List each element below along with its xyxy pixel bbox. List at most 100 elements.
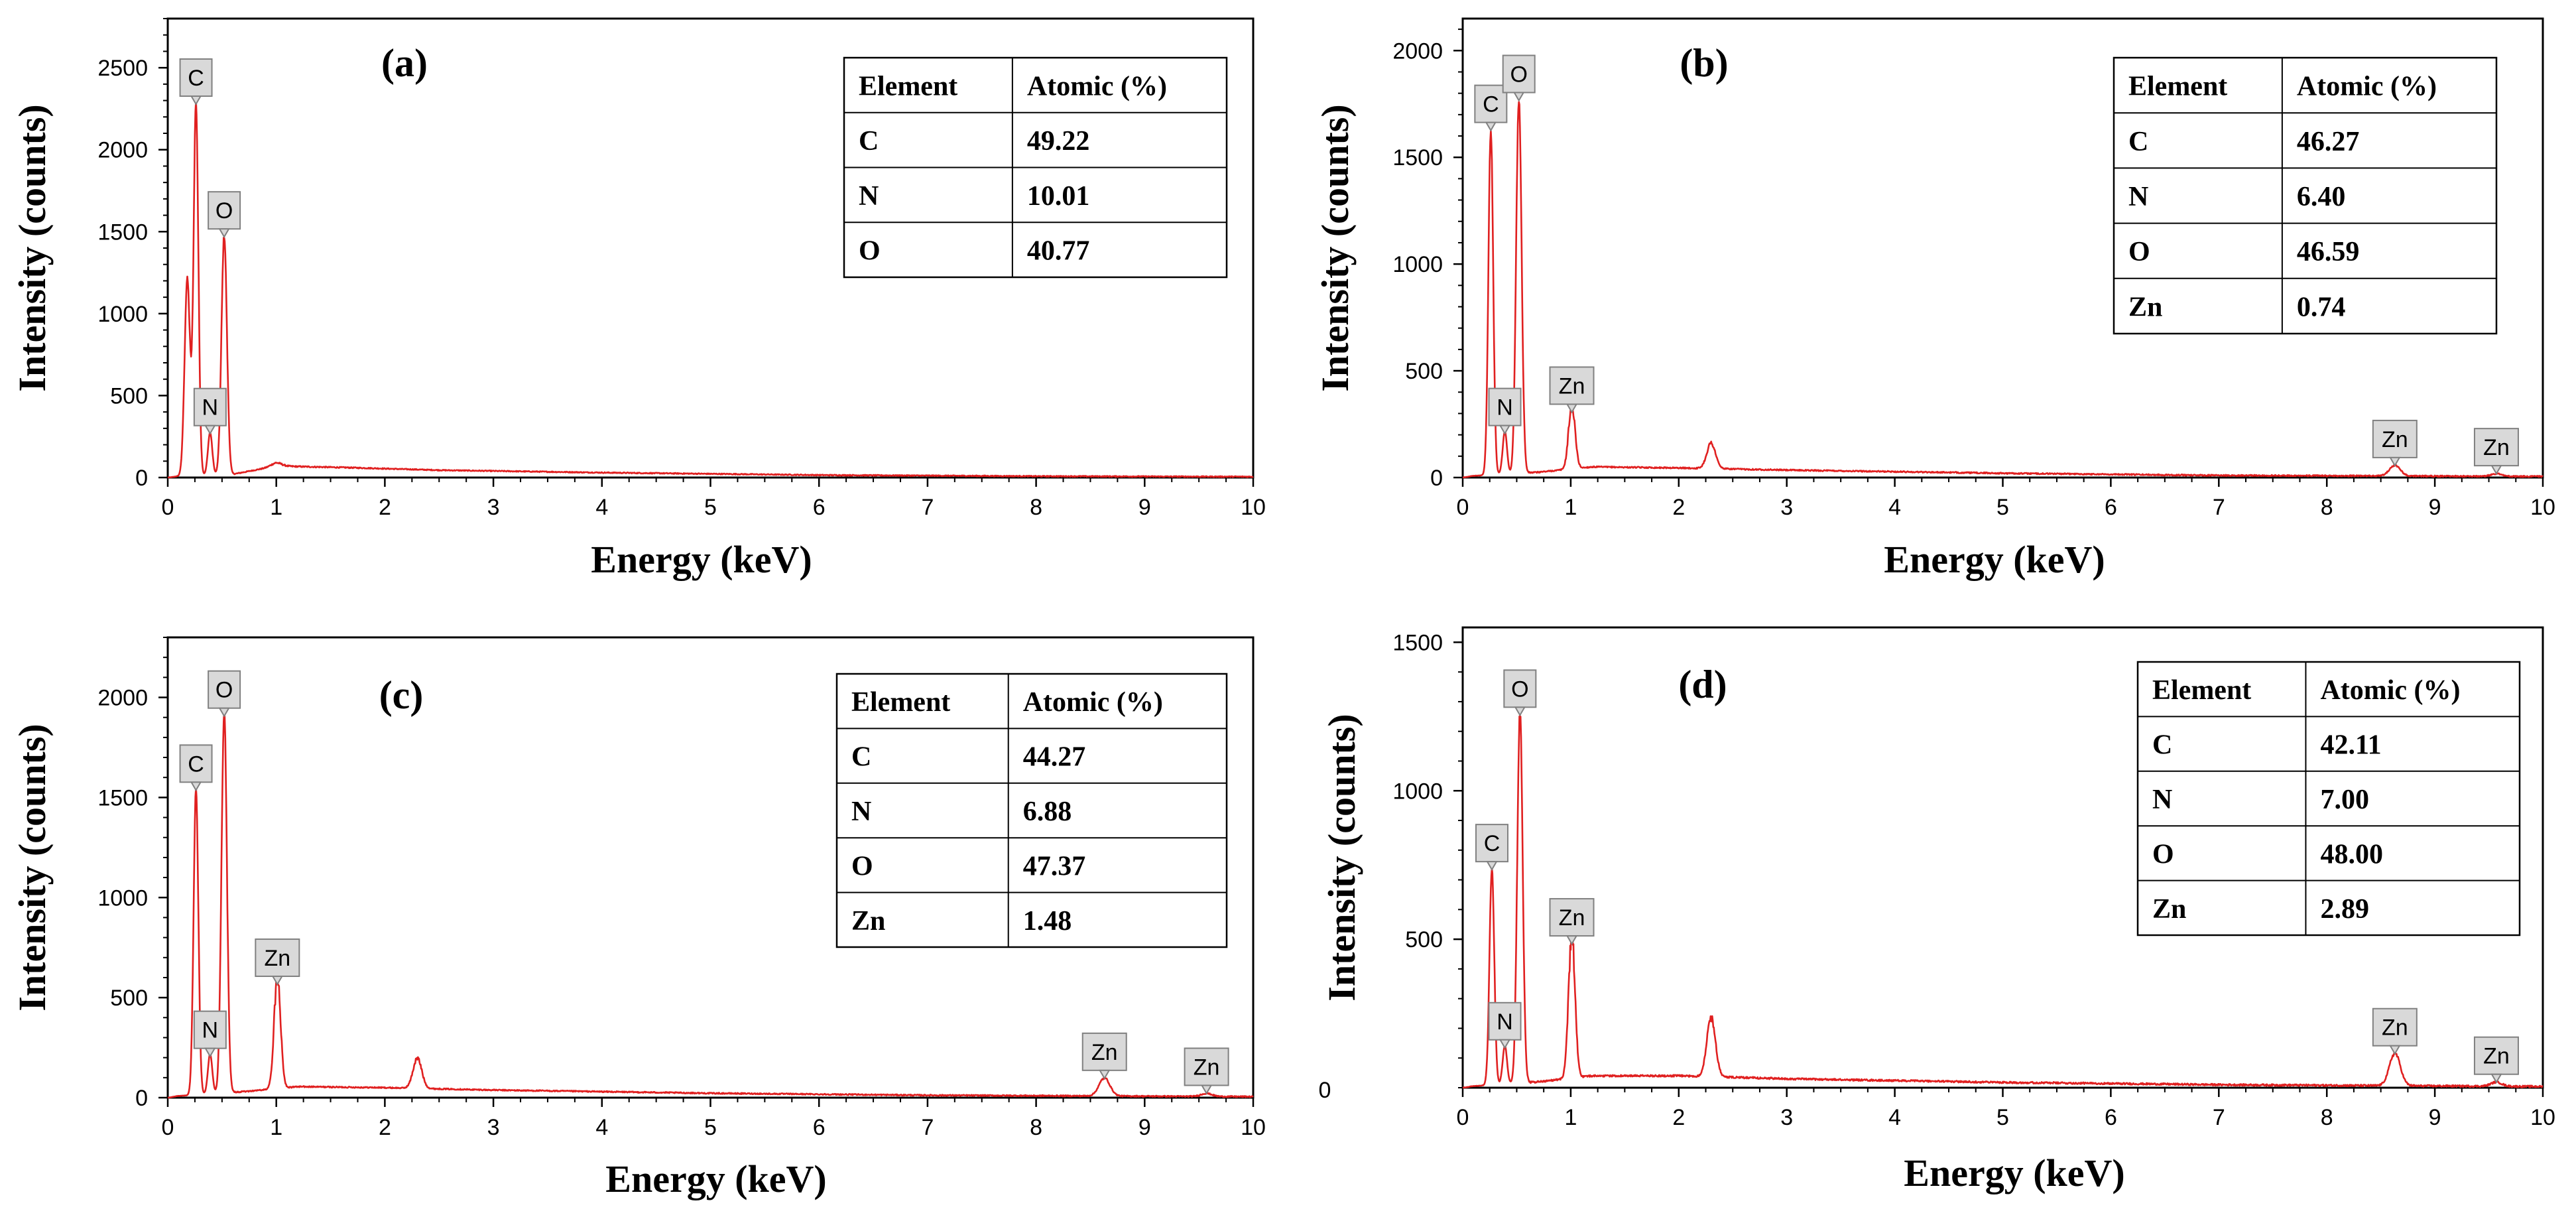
peak-callout-pointer <box>1485 121 1497 132</box>
table-cell: C <box>851 742 871 773</box>
composition-table: Element Atomic (%) C 42.11 N 7.00 O 48.00 Zn 2.89 <box>2136 661 2521 936</box>
table-cell: O <box>851 851 873 881</box>
table-header-cell: Element <box>851 687 950 718</box>
table-cell: 7.00 <box>2320 785 2369 815</box>
peak-callout-pointer <box>204 424 216 435</box>
x-tick-label: 2 <box>379 495 391 520</box>
y-tick-label: 1000 <box>97 885 148 911</box>
table-cell: 0.74 <box>2297 292 2346 322</box>
table-header-cell: Atomic (%) <box>2297 72 2437 102</box>
peak-callout-pointer <box>1512 92 1525 102</box>
composition-table: Element Atomic (%) C 46.27 N 6.40 O 46.59 Zn 0.74 <box>2113 56 2498 335</box>
peak-callout: Zn <box>1081 1032 1127 1080</box>
peak-label: Zn <box>2483 435 2510 460</box>
x-tick-label: 1 <box>1564 495 1577 520</box>
y-tick-label: 0 <box>135 1086 148 1111</box>
x-tick-label: 0 <box>162 1115 174 1140</box>
peak-callout-box <box>193 1010 227 1049</box>
x-tick-label: 1 <box>270 1115 282 1140</box>
peak-callout-pointer <box>271 976 284 986</box>
peak-callout: O <box>1502 54 1536 102</box>
table-cell: Zn <box>2128 292 2162 322</box>
table-cell: N <box>859 181 879 212</box>
y-tick-label: 500 <box>110 986 148 1011</box>
peak-callout-box <box>2372 1007 2418 1047</box>
y-tick-label: 500 <box>1405 359 1443 384</box>
table-border <box>2113 56 2498 335</box>
x-tick-label: 8 <box>2321 1105 2333 1130</box>
peak-callout-box <box>1549 898 1595 937</box>
peak-callout-pointer <box>2389 456 2401 467</box>
x-tick-label: 7 <box>921 495 934 520</box>
y-tick-label: 1500 <box>97 220 148 245</box>
panel-label: (b) <box>1680 41 1728 85</box>
table-cell: 1.48 <box>1023 906 1072 936</box>
peak-callout-pointer <box>2389 1045 2401 1055</box>
x-tick-label: 6 <box>2105 495 2117 520</box>
peak-label: Zn <box>1194 1055 1220 1080</box>
peak-callout-pointer <box>190 781 202 792</box>
x-tick-label: 5 <box>704 1115 717 1140</box>
x-tick-label: 1 <box>1564 1105 1577 1130</box>
y-axis-title: Intensity (counts) <box>11 104 54 391</box>
x-tick-label: 4 <box>595 495 608 520</box>
peak-callout-box <box>1502 54 1536 94</box>
panel-label: (c) <box>379 673 424 717</box>
peak-callout-box <box>1184 1047 1229 1086</box>
peak-callout-pointer <box>1499 1039 1511 1049</box>
y-axis-title: Intensity (counts) <box>1314 104 1357 391</box>
table-header-cell: Element <box>2128 72 2227 102</box>
y-tick-label: 0 <box>135 466 148 491</box>
x-tick-label: 0 <box>1457 1105 1469 1130</box>
x-tick-label: 6 <box>2105 1105 2117 1130</box>
y-tick-label: 2000 <box>1392 38 1443 64</box>
table-cell: 49.22 <box>1027 126 1090 157</box>
peak-callout-box <box>1549 366 1595 405</box>
peak-callout-box <box>1503 669 1537 708</box>
table-cell: 46.27 <box>2297 127 2360 157</box>
peak-label: C <box>1484 831 1501 856</box>
eds-panel: 0 1 2 3 4 5 6 7 8 9 10 0 500 1000 1500 2000 Energy (keV)… <box>11 636 1266 1200</box>
peak-callout-pointer <box>1098 1069 1111 1080</box>
y-tick-label: 2000 <box>97 138 148 163</box>
x-axis-title: Energy (keV) <box>605 1157 826 1200</box>
peak-callout-box <box>2473 428 2519 467</box>
x-axis-title: Energy (keV) <box>1904 1151 2124 1194</box>
y-tick-label: 1000 <box>1392 779 1443 804</box>
peak-callout: Zn <box>2372 1007 2418 1055</box>
y-tick-label: 1500 <box>1392 145 1443 170</box>
y-tick-label: 2000 <box>97 686 148 711</box>
peak-callout: C <box>1474 84 1508 132</box>
y-tick-label: 1500 <box>97 785 148 810</box>
table-border <box>835 673 1228 948</box>
x-tick-label: 6 <box>813 1115 826 1140</box>
peak-callout-pointer <box>1514 706 1526 717</box>
peak-callout: C <box>1475 824 1508 871</box>
peak-label: Zn <box>1091 1040 1118 1065</box>
table-cell: O <box>2128 237 2150 267</box>
table-cell: 44.27 <box>1023 742 1086 773</box>
peak-callout-box <box>2473 1036 2519 1075</box>
y-axis-title: Intensity (counts) <box>11 724 54 1011</box>
peak-label: O <box>215 678 233 703</box>
eds-panel: 0 1 2 3 4 5 6 7 8 9 10 0 500 1000 1500 2000 2500 Energy (… <box>11 17 1266 581</box>
y-tick-label: 1000 <box>1392 252 1443 277</box>
x-tick-label: 10 <box>2530 1105 2555 1130</box>
peak-callout: Zn <box>255 938 300 986</box>
peak-callout-pointer <box>204 1047 216 1058</box>
table-cell: 10.01 <box>1027 181 1090 212</box>
peak-callout: N <box>193 387 227 435</box>
table-border <box>2136 661 2521 936</box>
peak-callout-box <box>1081 1032 1127 1071</box>
peak-callout: Zn <box>2372 419 2418 467</box>
peak-callout-box <box>2372 419 2418 458</box>
table-cell: N <box>2152 785 2172 815</box>
peak-callout-pointer <box>190 95 202 105</box>
table-header-cell: Element <box>859 71 957 101</box>
table-cell: 6.40 <box>2297 182 2346 212</box>
peak-callout: O <box>1503 669 1537 717</box>
x-tick-label: 10 <box>1241 495 1266 520</box>
x-tick-label: 5 <box>1996 1105 2009 1130</box>
peak-label: Zn <box>1559 905 1585 931</box>
